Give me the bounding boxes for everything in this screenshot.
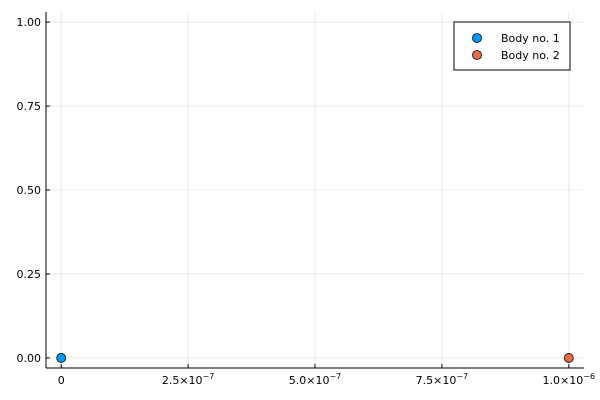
legend-marker-body-2 [472, 50, 482, 60]
y-tick-label: 0.50 [17, 184, 42, 197]
legend-marker-body-1 [472, 33, 482, 43]
x-tick-label: 5.0×10−7 [289, 372, 342, 387]
y-axis-ticks: 0.00 0.25 0.50 0.75 1.00 [17, 16, 50, 365]
legend-label-body-1: Body no. 1 [501, 32, 560, 45]
data-point-body-1 [56, 353, 67, 363]
x-tick-label: 7.5×10−7 [416, 372, 469, 387]
legend-box [453, 21, 571, 71]
x-tick-label: 2.5×10−7 [162, 372, 215, 387]
data-point-body-2 [563, 353, 574, 363]
x-tick-label: 1.0×10−6 [543, 372, 596, 387]
y-tick-label: 1.00 [17, 16, 42, 29]
x-tick-label: 0 [58, 374, 65, 387]
x-axis-ticks: 0 2.5×10−7 5.0×10−7 7.5×10−7 1.0×10−6 [58, 364, 595, 387]
y-tick-label: 0.75 [17, 100, 42, 113]
y-tick-label: 0.25 [17, 268, 42, 281]
data-points [56, 353, 574, 363]
legend-label-body-2: Body no. 2 [501, 49, 560, 62]
legend: Body no. 1 Body no. 2 [453, 21, 571, 71]
y-tick-label: 0.00 [17, 352, 42, 365]
